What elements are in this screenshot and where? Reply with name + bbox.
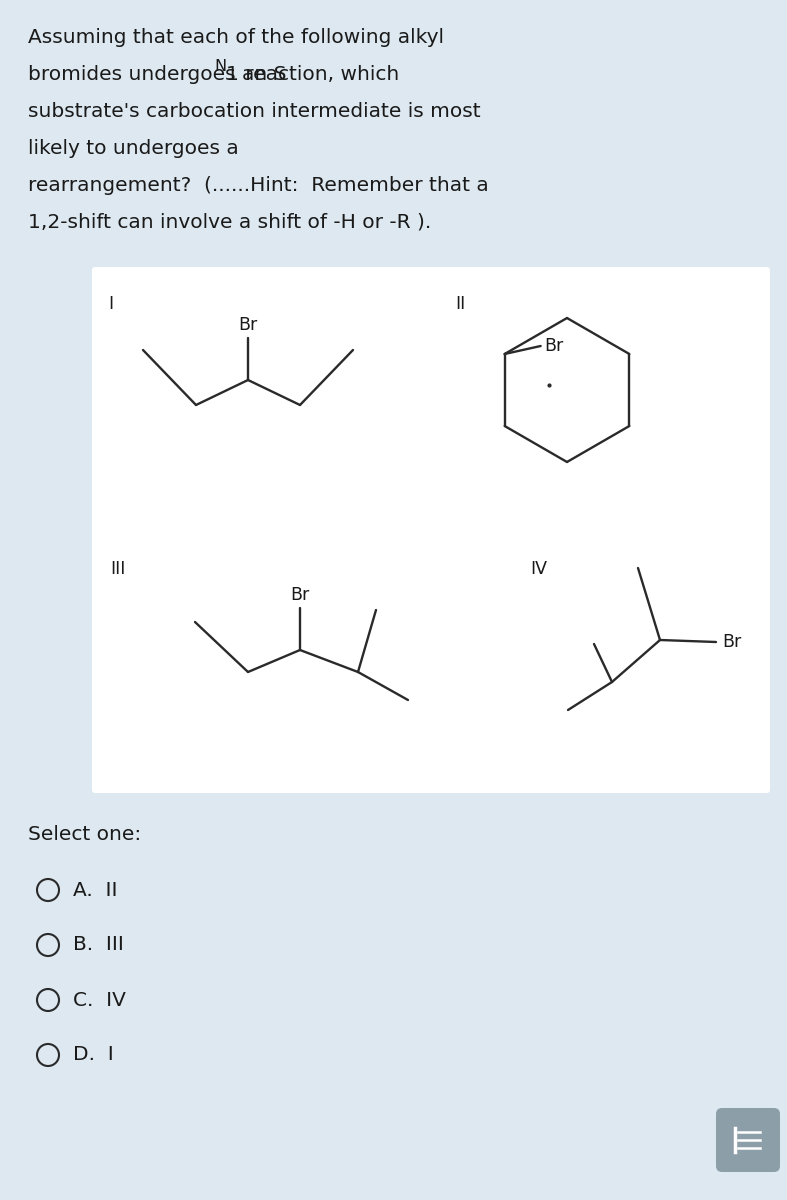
Text: Br: Br	[545, 337, 564, 355]
Text: N: N	[214, 59, 226, 74]
FancyBboxPatch shape	[716, 1108, 780, 1172]
Text: Assuming that each of the following alkyl: Assuming that each of the following alky…	[28, 28, 444, 47]
Text: 1 reaction, which: 1 reaction, which	[226, 65, 399, 84]
Text: Br: Br	[290, 586, 309, 604]
Text: A.  II: A. II	[73, 881, 117, 900]
Text: II: II	[455, 295, 465, 313]
Text: III: III	[110, 560, 125, 578]
Text: B.  III: B. III	[73, 936, 124, 954]
Text: IV: IV	[530, 560, 547, 578]
Text: Br: Br	[238, 316, 257, 334]
Text: rearrangement?  (......Hint:  Remember that a: rearrangement? (......Hint: Remember tha…	[28, 176, 489, 194]
Text: likely to undergoes a: likely to undergoes a	[28, 139, 238, 158]
Text: Br: Br	[722, 634, 741, 650]
Text: I: I	[108, 295, 113, 313]
Text: bromides undergoes an S: bromides undergoes an S	[28, 65, 286, 84]
Text: D.  I: D. I	[73, 1045, 114, 1064]
Text: 1,2-shift can involve a shift of -H or -R ).: 1,2-shift can involve a shift of -H or -…	[28, 214, 431, 232]
Text: Select one:: Select one:	[28, 826, 141, 844]
Text: substrate's carbocation intermediate is most: substrate's carbocation intermediate is …	[28, 102, 481, 121]
Text: C.  IV: C. IV	[73, 990, 126, 1009]
FancyBboxPatch shape	[92, 266, 770, 793]
